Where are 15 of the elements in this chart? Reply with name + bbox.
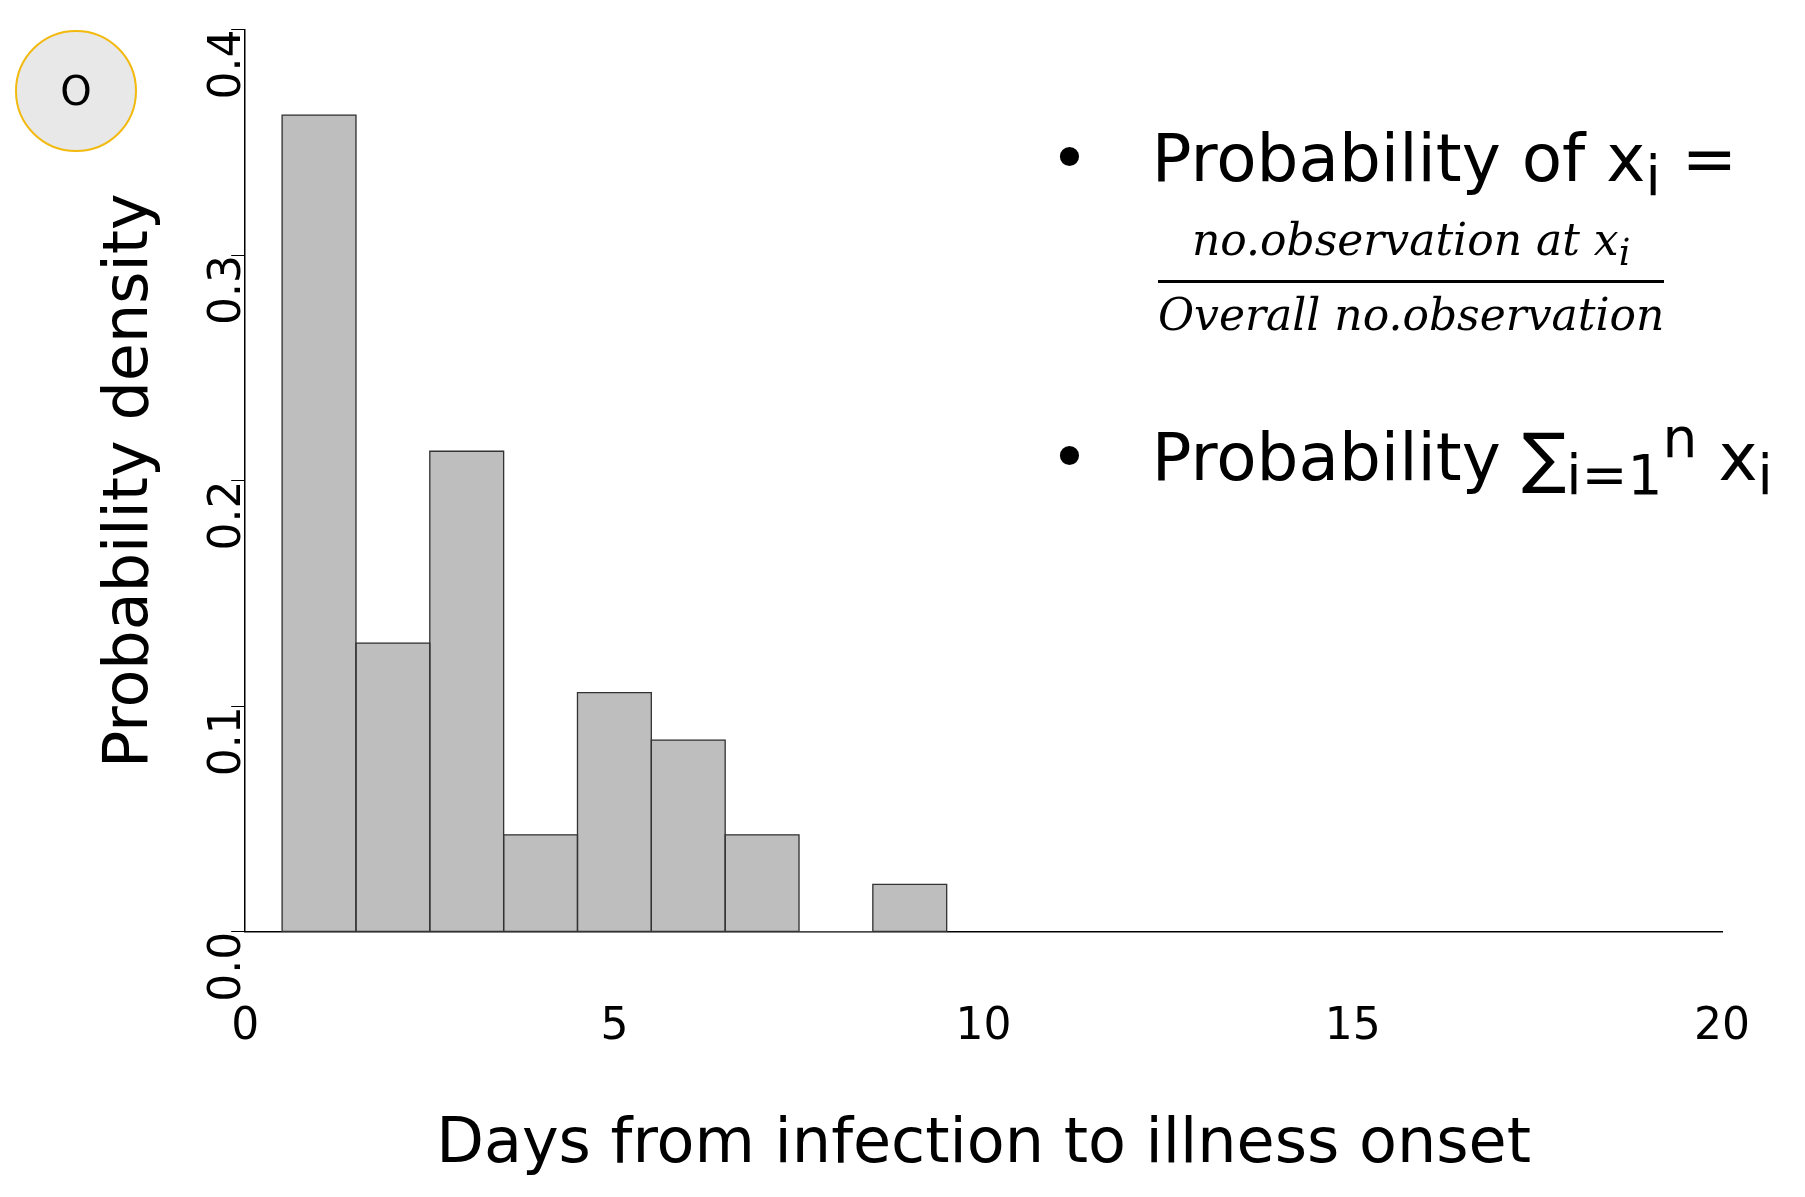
x-tick-label: 10 — [955, 997, 1012, 1049]
y-tick-label: 0.2 — [198, 480, 250, 551]
y-tick-label: 0.3 — [198, 255, 250, 325]
x-axis-title: Days from infection to illness onset — [436, 1103, 1532, 1177]
x-tick-label: 5 — [600, 997, 629, 1049]
y-tick-label: 0.1 — [198, 706, 250, 777]
y-tick-label: 0.4 — [198, 29, 250, 100]
text: O — [15, 30, 137, 152]
annotation: Overall no.observation — [1158, 288, 1665, 340]
annotation: no.observation at x$_{i}$ — [1158, 214, 1665, 283]
x-tick-label: 20 — [1694, 997, 1751, 1049]
y-axis-title: Probability density — [89, 193, 163, 768]
x-tick-label: 15 — [1324, 997, 1381, 1049]
annotation: • Probability of x$_{i}$ = — [1050, 120, 1737, 209]
annotation: • Probability ∑$_{i=1}$$^{n}$ x$_{i}$ — [1050, 405, 1773, 508]
